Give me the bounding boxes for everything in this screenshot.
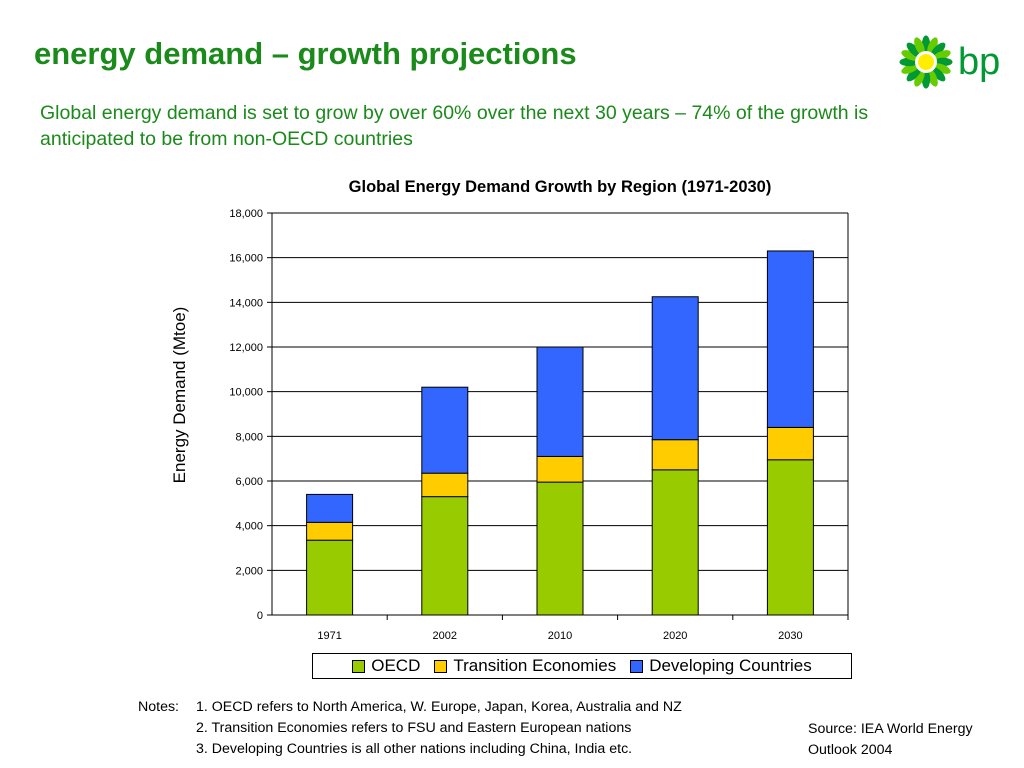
note-line-1: 1. OECD refers to North America, W. Euro… [196, 699, 682, 715]
bp-logo: bp [899, 35, 1000, 89]
legend-label-oecd: OECD [371, 656, 421, 675]
x-tick-label: 1971 [317, 630, 341, 642]
legend-label-developing: Developing Countries [649, 656, 812, 675]
x-tick-label: 2020 [663, 630, 687, 642]
chart-title: Global Energy Demand Growth by Region (1… [348, 178, 772, 196]
legend-label-transition: Transition Economies [453, 656, 617, 675]
source-line-1: Source: IEA World Energy [808, 721, 973, 737]
notes-heading: Notes: [138, 699, 180, 715]
notes-block: Notes: 1. OECD refers to North America, … [138, 697, 682, 760]
source-citation: Source: IEA World Energy Outlook 2004 [808, 719, 1018, 761]
bar-segment-developing [421, 386, 469, 474]
note-line-3: 3. Developing Countries is all other nat… [196, 741, 633, 757]
bar-segment-oecd [766, 459, 814, 616]
bar-segment-developing [766, 250, 814, 428]
bar-segment-oecd [651, 469, 699, 616]
bar-segment-oecd [306, 539, 354, 616]
legend-swatch-transition [434, 659, 448, 673]
y-tick-label: 16,000 [229, 253, 263, 265]
legend-item-oecd: OECD [352, 656, 420, 676]
bar-segment-developing [306, 493, 354, 523]
legend-item-developing: Developing Countries [630, 656, 812, 676]
x-tick-label: 2010 [548, 630, 572, 642]
logo-text: bp [958, 41, 1000, 83]
bar-segment-transition [766, 426, 814, 461]
slide-title: energy demand – growth projections [34, 36, 577, 71]
y-tick-label: 6,000 [235, 476, 263, 488]
bar-segment-transition [421, 472, 469, 498]
x-tick-label: 2030 [778, 630, 802, 642]
bar-segment-oecd [536, 481, 584, 616]
y-tick-label: 4,000 [235, 521, 263, 533]
y-tick-label: 10,000 [229, 387, 263, 399]
legend-swatch-developing [630, 659, 644, 673]
y-tick-label: 12,000 [229, 342, 263, 354]
bar-segment-transition [306, 521, 354, 541]
note-line-2: 2. Transition Economies refers to FSU an… [196, 720, 632, 736]
bar-segment-transition [536, 455, 584, 483]
legend-item-transition: Transition Economies [434, 656, 616, 676]
y-tick-label: 2,000 [235, 565, 263, 577]
y-tick-label: 0 [257, 610, 263, 622]
y-tick-label: 14,000 [229, 297, 263, 309]
bar-segment-oecd [421, 496, 469, 616]
slide-subtitle: Global energy demand is set to grow by o… [40, 102, 869, 150]
chart-legend: OECD Transition Economies Developing Cou… [312, 653, 852, 679]
bar-segment-developing [651, 296, 699, 441]
bar-segment-developing [536, 346, 584, 457]
bar-segment-transition [651, 439, 699, 471]
y-tick-label: 18,000 [229, 208, 263, 220]
source-line-2: Outlook 2004 [808, 742, 893, 758]
legend-swatch-oecd [352, 659, 366, 673]
x-tick-label: 2002 [433, 630, 457, 642]
y-tick-label: 8,000 [235, 431, 263, 443]
helios-sunburst-icon [899, 35, 953, 89]
